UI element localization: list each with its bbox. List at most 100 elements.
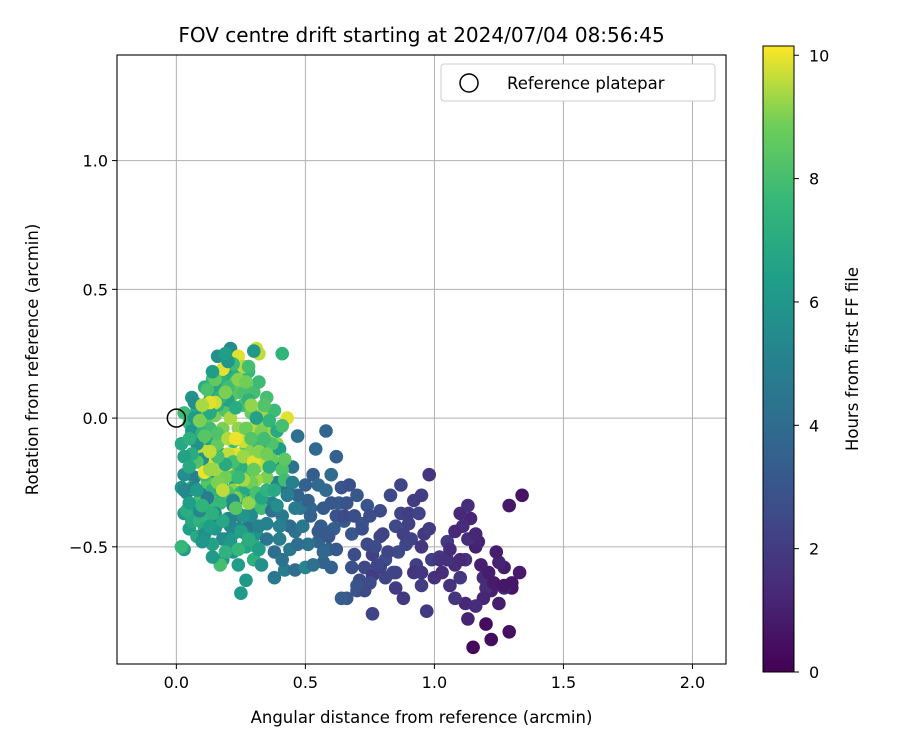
y-tick-label: 1.0 [83,152,108,171]
scatter-point [228,431,243,446]
scatter-point [412,506,426,521]
scatter-point [350,578,364,593]
scatter-point [254,558,269,572]
scatter-point [259,470,274,485]
scatter-point [414,565,429,580]
scatter-point [360,498,375,513]
scatter-point [203,519,217,533]
scatter-point [262,413,277,428]
scatter-point [252,519,266,533]
scatter-point [422,522,437,536]
x-axis-label: Angular distance from reference (arcmin) [251,708,593,727]
scatter-point [252,375,266,389]
scatter-point [247,462,261,477]
scatter-point [363,576,377,590]
scatter-point [231,558,246,572]
scatter-point [324,560,339,575]
scatter-point [236,449,251,464]
scatter-point [373,504,388,518]
scatter-point [481,565,496,580]
scatter-point [479,617,493,631]
y-axis-label: Rotation from reference (arcmin) [23,224,42,496]
scatter-point [205,550,220,564]
scatter-point [515,488,529,503]
scatter-point [241,532,256,546]
x-axis: 0.0 0.5 1.0 1.5 2.0 [164,664,705,692]
scatter-point [334,591,349,606]
scatter-point [228,401,243,415]
scatter-point [489,545,504,559]
scatter-point [277,563,292,577]
scatter-point [435,565,449,580]
scatter-point [234,586,248,600]
y-tick-label: 0.0 [83,409,108,428]
scatter-point [231,470,246,485]
chart-title: FOV centre drift starting at 2024/07/04 … [178,23,664,47]
scatter-point [247,344,261,358]
scatter-point [280,488,295,503]
scatter-point [228,501,243,515]
scatter-point [177,449,191,464]
scatter-point [288,563,302,577]
scatter-point [468,599,483,613]
scatter-point [218,346,233,361]
scatter-point [329,449,344,464]
colorbar-ticks: 0 2 4 6 8 10 [794,46,829,682]
scatter-point [252,542,266,557]
scatter-point [244,398,258,413]
scatter-point [329,542,344,557]
scatter-point [177,483,191,498]
scatter-point [267,483,282,498]
plot-frame [116,54,727,665]
scatter-point [203,462,217,477]
scatter-point [267,570,282,585]
colorbar-tick-label: 10 [809,46,829,65]
scatter-point [396,527,411,541]
scatter-point [301,493,315,508]
scatter-point [296,519,310,533]
scatter-point [468,527,483,541]
scatter-point [396,591,411,606]
scatter-point [401,506,416,521]
scatter-point [306,558,320,572]
scatter-point [345,560,359,575]
scatter-point [262,460,277,474]
colorbar-label: Hours from first FF file [843,267,862,451]
scatter-point [484,632,499,647]
scatter-point [414,488,429,503]
scatter-point [388,581,403,595]
scatter-point [458,596,473,611]
scatter-point [492,555,506,570]
scatter-point [218,385,233,400]
colorbar-tick-label: 8 [809,170,819,189]
scatter-point [365,607,380,621]
scatter-point [303,509,318,523]
scatter-point [422,467,437,482]
scatter-point [239,421,253,436]
scatter-point [448,524,462,539]
scatter-point [231,542,246,557]
scatter-point [414,578,429,593]
scatter-point [290,429,305,443]
scatter-point [195,498,209,513]
scatter-point [195,398,209,413]
scatter-point [502,498,516,513]
x-tick-label: 1.5 [551,673,576,692]
scatter-point [285,475,300,490]
scatter-point [257,431,271,446]
scatter-point [319,527,333,541]
legend-box [440,63,716,102]
scatter-point [218,545,233,559]
scatter-point [205,506,220,521]
scatter-point [216,483,230,498]
scatter-point [244,431,258,446]
scatter-point [453,570,468,585]
scatter-point [370,558,385,572]
scatter-point [213,496,227,510]
scatter-point [440,552,455,567]
scatter-point [461,498,475,513]
scatter-point [174,540,189,554]
scatter-point [259,532,274,546]
y-tick-label: −0.5 [69,538,108,557]
scatter-point [275,419,290,433]
